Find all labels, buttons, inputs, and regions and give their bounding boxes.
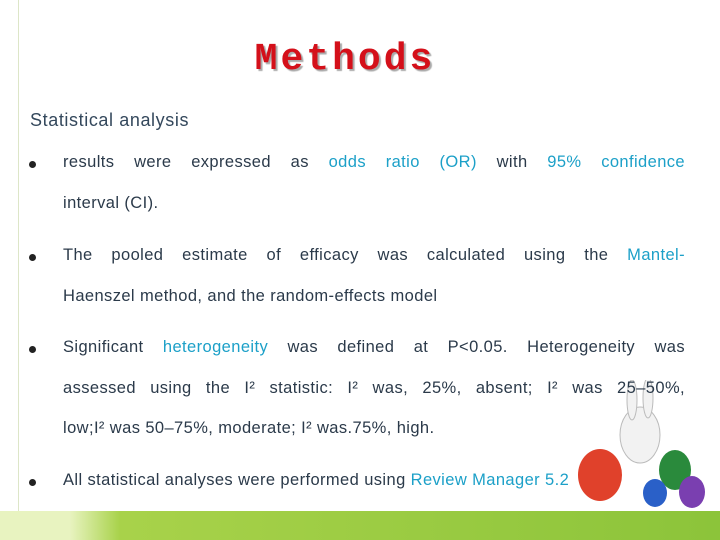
text-run: Haenszel method, and the random-effects … <box>63 286 438 305</box>
text-line: low;I² was 50–75%, moderate; I² was.75%,… <box>63 419 685 438</box>
bullet-dot <box>29 346 36 353</box>
bullet-dot <box>29 479 36 486</box>
text-line: Significant heterogeneity was defined at… <box>63 338 685 357</box>
bullet-dot <box>29 161 36 168</box>
text-line: Haenszel method, and the random-effects … <box>63 287 685 306</box>
text-run: All statistical analyses were performed … <box>63 471 411 489</box>
decor-eggs <box>578 380 705 508</box>
text-run: Mantel- <box>627 246 685 264</box>
text-line: The pooled estimate of efficacy was calc… <box>63 246 685 265</box>
text-line: assessed using the I² statistic: I² was,… <box>63 379 685 398</box>
bullet-dot <box>29 254 36 261</box>
text-run: The pooled estimate of efficacy was calc… <box>63 246 628 264</box>
text-run: assessed using the I² statistic: I² was,… <box>63 378 685 397</box>
decor-line <box>18 0 19 540</box>
text-run: results were expressed as <box>63 153 329 171</box>
text-run: heterogeneity <box>162 338 269 356</box>
text-line: results were expressed as odds ratio (OR… <box>63 153 685 172</box>
text-line: All statistical analyses were performed … <box>63 471 685 490</box>
text-run: was defined at P<0.05. Heterogeneity was <box>268 338 685 356</box>
subtitle: Statistical analysis <box>30 110 190 130</box>
text-run: 95% confidence <box>547 153 686 171</box>
footer-bar <box>0 511 720 540</box>
text-line: interval (CI). <box>63 194 685 213</box>
text-run: interval (CI). <box>63 193 159 212</box>
text-run: Significant <box>63 338 163 356</box>
title: Methods <box>254 38 436 81</box>
text-run: Review Manager 5.2 <box>410 471 570 489</box>
text-run: odds ratio (OR) <box>328 153 477 171</box>
text-run: low;I² was 50–75%, moderate; I² was.75%,… <box>63 419 435 437</box>
text-run: with <box>476 153 548 171</box>
